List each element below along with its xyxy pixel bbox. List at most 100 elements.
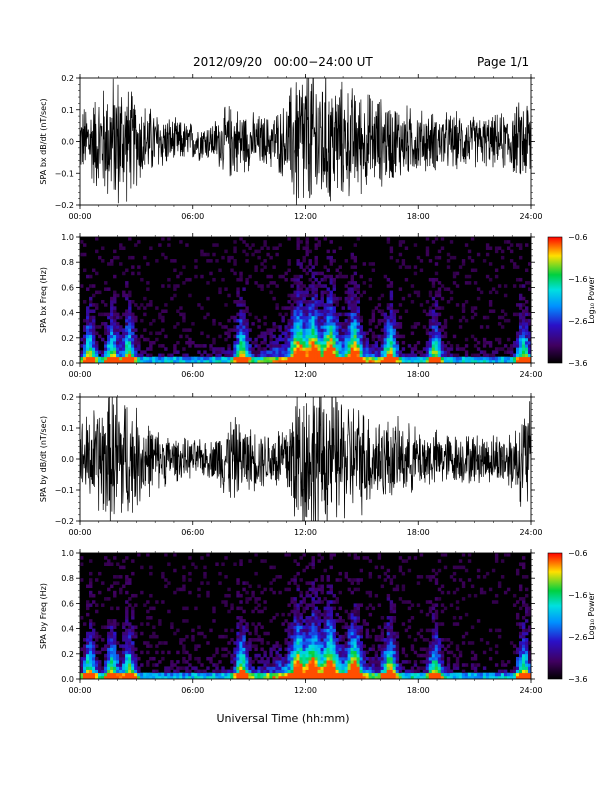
y-tick-label: 0.6	[61, 283, 74, 292]
spectrogram-cell	[242, 628, 246, 633]
spectrogram-cell	[146, 287, 150, 291]
spectrogram-cell	[329, 587, 333, 592]
spectrogram-cell	[119, 666, 123, 670]
spectrogram-cell	[113, 575, 117, 579]
spectrogram-cell	[314, 271, 318, 276]
spectrogram-cell	[431, 616, 436, 620]
spectrogram-cell	[329, 303, 333, 307]
spectrogram-cell	[269, 666, 273, 670]
spectrogram-cell	[353, 296, 358, 301]
spectrogram-cell	[131, 653, 135, 658]
spectrogram-cell	[338, 571, 342, 576]
spectrogram-cell	[92, 331, 96, 336]
spectrogram-cell	[455, 347, 460, 351]
spectrogram-cell	[227, 259, 231, 263]
spectrogram-cell	[386, 644, 391, 648]
spectrogram-cell	[335, 315, 339, 320]
spectrogram-cell	[140, 334, 144, 339]
spectrogram-cell	[194, 647, 198, 652]
spectrogram-cell	[335, 356, 339, 361]
spectrogram-cell	[284, 553, 288, 557]
spectrogram-cell	[125, 293, 129, 298]
spectrogram-cell	[281, 347, 285, 351]
spectrogram-cell	[326, 578, 330, 582]
spectrogram-cell	[278, 328, 282, 332]
spectrogram-cell	[293, 644, 297, 648]
spectrogram-cell	[440, 340, 445, 345]
spectrogram-cell	[350, 315, 355, 320]
spectrogram-cell	[314, 634, 318, 639]
spectrogram-cell	[452, 622, 457, 626]
spectrogram-cell	[332, 312, 336, 317]
spectrogram-cell	[311, 293, 315, 298]
spectrogram-cell	[461, 315, 466, 320]
spectrogram-cell	[287, 334, 291, 339]
spectrogram-cell	[338, 656, 342, 661]
spectrogram-cell	[488, 353, 493, 358]
spectrogram-cell	[332, 277, 336, 282]
spectrogram-cell	[149, 644, 153, 648]
spectrogram-cell	[449, 344, 454, 348]
spectrogram-cell	[311, 347, 315, 351]
spectrogram-cell	[299, 315, 303, 320]
spectrogram-cell	[353, 619, 358, 623]
spectrogram-cell	[305, 337, 309, 342]
x-tick-label: 24:00	[519, 686, 542, 695]
spectrogram-cell	[230, 628, 234, 633]
spectrogram-cell	[479, 638, 484, 642]
spectrogram-cell	[185, 660, 189, 664]
spectrogram-cell	[242, 663, 246, 667]
spectrogram-cell	[125, 644, 129, 648]
spectrogram-cell	[521, 322, 526, 326]
spectrogram-cell	[92, 309, 96, 313]
spectrogram-cell	[305, 634, 309, 639]
spectrogram-cell	[383, 675, 388, 679]
spectrogram-cell	[293, 325, 297, 329]
spectrogram-cell	[290, 306, 294, 310]
spectrogram-cell	[290, 647, 294, 652]
spectrogram-cell	[110, 631, 114, 636]
spectrogram-cell	[194, 666, 198, 670]
spectrogram-cell	[308, 631, 312, 636]
spectrogram-cell	[386, 634, 391, 639]
spectrogram-cell	[329, 262, 333, 266]
spectrogram-cell	[368, 318, 373, 323]
spectrogram-cell	[395, 353, 400, 358]
spectrogram-cell	[101, 675, 105, 679]
spectrogram-cell	[86, 603, 90, 607]
spectrogram-cell	[320, 347, 324, 351]
spectrogram-cell	[512, 353, 517, 358]
x-tick-label: 12:00	[294, 370, 317, 379]
spectrogram-cell	[239, 631, 243, 636]
spectrogram-cell	[125, 647, 129, 652]
spectrogram-cell	[113, 309, 117, 313]
spectrogram-cell	[137, 669, 141, 674]
spectrogram-cell	[386, 353, 391, 358]
spectrogram-cell	[239, 318, 243, 323]
spectrogram-cell	[473, 666, 478, 670]
spectrogram-cell	[119, 575, 123, 579]
spectrogram-cell	[515, 340, 520, 345]
spectrogram-cell	[344, 328, 348, 332]
spectrogram-cell	[467, 281, 472, 285]
spectrogram-cell	[353, 300, 358, 304]
spectrogram-cell	[383, 641, 388, 645]
spectrogram-cell	[389, 650, 394, 655]
spectrogram-cell	[380, 584, 385, 589]
spectrogram-cell	[260, 656, 264, 661]
spectrogram-cell	[107, 325, 111, 329]
spectrogram-cell	[125, 581, 129, 585]
spectrogram-cell	[512, 284, 517, 288]
spectrogram-cell	[158, 660, 162, 664]
spectrogram-cell	[308, 312, 312, 317]
spectrogram-cell	[341, 340, 345, 345]
spectrogram-cell	[260, 590, 264, 595]
spectrogram-cell	[446, 660, 451, 664]
spectrogram-cell	[371, 644, 376, 648]
spectrogram-cell	[335, 274, 339, 279]
spectrogram-cell	[353, 609, 358, 614]
spectrogram-cell	[383, 669, 388, 674]
spectrogram-cell	[296, 625, 300, 629]
spectrogram-cell	[362, 340, 367, 345]
spectrogram-cell	[116, 666, 120, 670]
